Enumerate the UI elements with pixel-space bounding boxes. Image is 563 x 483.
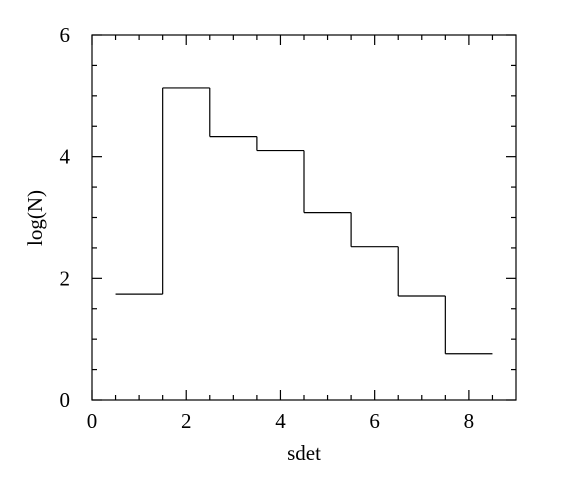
y-tick-label: 6 [60, 23, 71, 47]
x-tick-label: 0 [87, 409, 98, 433]
y-axis-label: log(N) [23, 190, 47, 246]
x-tick-label: 6 [369, 409, 380, 433]
x-tick-label: 8 [464, 409, 475, 433]
x-tick-label: 4 [275, 409, 286, 433]
plot-frame [91, 34, 517, 401]
x-tick-label: 2 [181, 409, 192, 433]
y-tick-label: 4 [60, 145, 71, 169]
x-axis-label: sdet [287, 441, 321, 465]
y-tick-label: 2 [60, 266, 71, 290]
y-tick-label: 0 [60, 388, 71, 412]
